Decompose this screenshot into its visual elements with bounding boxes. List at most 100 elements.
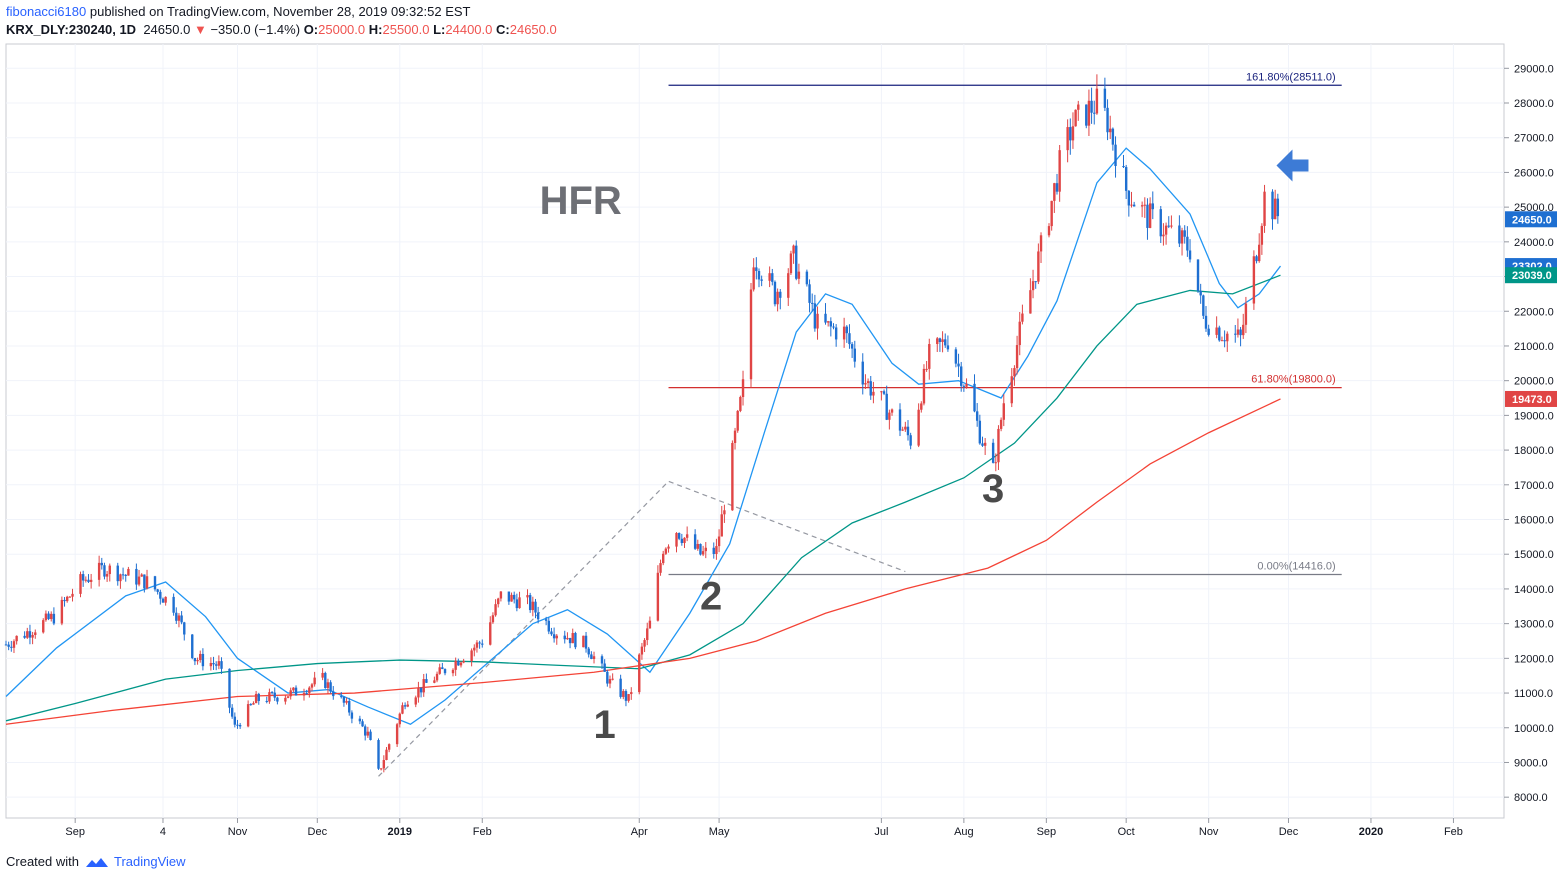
candle-body <box>872 391 875 396</box>
price-axis[interactable]: 8000.0 9000.0 10000.0 11000.0 12000.0 13000.0… <box>1504 63 1554 804</box>
y-tick-label: 24000.0 <box>1514 237 1554 249</box>
candle-body <box>1242 324 1245 336</box>
candle-body <box>534 601 537 613</box>
y-tick-label: 18000.0 <box>1514 445 1554 457</box>
candle-body <box>938 338 942 343</box>
low-value: 24400.0 <box>445 22 493 37</box>
candle-body <box>340 696 343 698</box>
candle-body <box>433 680 436 683</box>
candle-body <box>928 344 931 369</box>
candle-body <box>379 768 383 770</box>
candle-body <box>640 646 644 655</box>
arrow-left-icon <box>1276 149 1309 182</box>
candle-body <box>201 653 205 667</box>
candle-body <box>622 691 625 697</box>
candle-body <box>1140 205 1144 207</box>
candle-body <box>212 662 215 665</box>
candle-body <box>584 635 588 649</box>
candle-body <box>960 366 963 386</box>
candle-body <box>140 574 143 577</box>
time-axis[interactable]: Sep 4 Nov Dec 2019 Feb Apr May Jul Aug Sep Oct Nov De… <box>65 818 1463 838</box>
candle-body <box>1047 226 1051 236</box>
candle-body <box>1146 204 1149 228</box>
candle-body <box>983 442 987 446</box>
y-tick-label: 11000.0 <box>1514 688 1553 700</box>
candle-body <box>425 679 428 683</box>
open-value: 25000.0 <box>318 22 366 37</box>
candle-body <box>797 271 801 279</box>
candle-body <box>779 291 782 298</box>
candle-body <box>419 687 423 693</box>
candle-body <box>723 510 726 515</box>
candle-body <box>845 326 848 334</box>
footer-credit: Created with TradingView <box>6 854 186 870</box>
annotation-label: 3 <box>982 467 1004 511</box>
candle-body <box>808 284 811 303</box>
candle-body <box>292 687 295 691</box>
candle-body <box>574 633 577 648</box>
candle-body <box>1010 376 1013 404</box>
candle-body <box>199 653 202 660</box>
candle-body <box>683 537 686 544</box>
candle-body <box>965 383 968 387</box>
candle-body <box>1234 333 1237 335</box>
candle-body <box>220 661 223 669</box>
candle-body <box>50 613 53 620</box>
candle-body <box>1039 235 1043 252</box>
candle-body <box>608 679 612 684</box>
publish-info: fibonacci6180 published on TradingView.c… <box>6 4 470 19</box>
candle-body <box>497 598 500 605</box>
candle-body <box>254 693 258 704</box>
candle-body <box>1215 327 1218 335</box>
candle-body <box>643 640 646 647</box>
candle-body <box>145 576 149 589</box>
high-value: 25500.0 <box>382 22 430 37</box>
author-link[interactable]: fibonacci6180 <box>6 4 87 19</box>
candle-body <box>944 339 947 346</box>
candle-body <box>736 410 739 431</box>
x-tick-label: Aug <box>954 826 974 838</box>
candle-body <box>499 591 503 599</box>
x-tick-label: Dec <box>1279 826 1299 838</box>
candle-body <box>882 391 886 394</box>
candle-body <box>1124 167 1128 191</box>
candle-body <box>805 271 809 285</box>
candle-body <box>84 579 88 581</box>
tradingview-link[interactable]: TradingView <box>114 854 186 869</box>
symbol-name[interactable]: KRX_DLY:230240, 1D <box>6 22 137 37</box>
candle-body <box>435 673 439 681</box>
candle-body <box>795 245 798 279</box>
candle-body <box>308 687 311 694</box>
candle-body <box>1183 230 1186 237</box>
candle-body <box>550 631 553 635</box>
candle-body <box>526 595 529 598</box>
candle-body <box>693 534 697 549</box>
candle-body <box>1260 225 1264 245</box>
candle-body <box>79 574 82 594</box>
candle-body <box>401 705 404 714</box>
candle-body <box>1199 290 1202 296</box>
candle-body <box>105 574 109 577</box>
x-tick-label: Apr <box>631 826 648 838</box>
published-text: published on TradingView.com, November 2… <box>89 4 471 19</box>
candle-body <box>103 565 106 577</box>
candle-body <box>925 368 928 370</box>
candle-body <box>566 637 569 640</box>
candle-body <box>1013 368 1016 377</box>
candle-body <box>214 664 218 666</box>
candle-body <box>1170 225 1173 227</box>
candle-body <box>481 643 484 645</box>
candle-body <box>973 383 976 412</box>
candle-body <box>590 654 593 659</box>
candle-body <box>489 622 492 645</box>
candle-body <box>600 656 604 664</box>
y-tick-label: 15000.0 <box>1514 549 1554 561</box>
candle-body <box>1148 203 1152 228</box>
candle-body <box>731 442 734 511</box>
fibonacci-extension[interactable]: 161.80%(28511.0) 61.80%(19800.0) 0.00%(144… <box>378 71 1342 777</box>
open-label: O: <box>303 22 319 37</box>
candle-body <box>646 628 649 641</box>
candle-body <box>592 656 596 659</box>
candle-body <box>175 612 178 621</box>
